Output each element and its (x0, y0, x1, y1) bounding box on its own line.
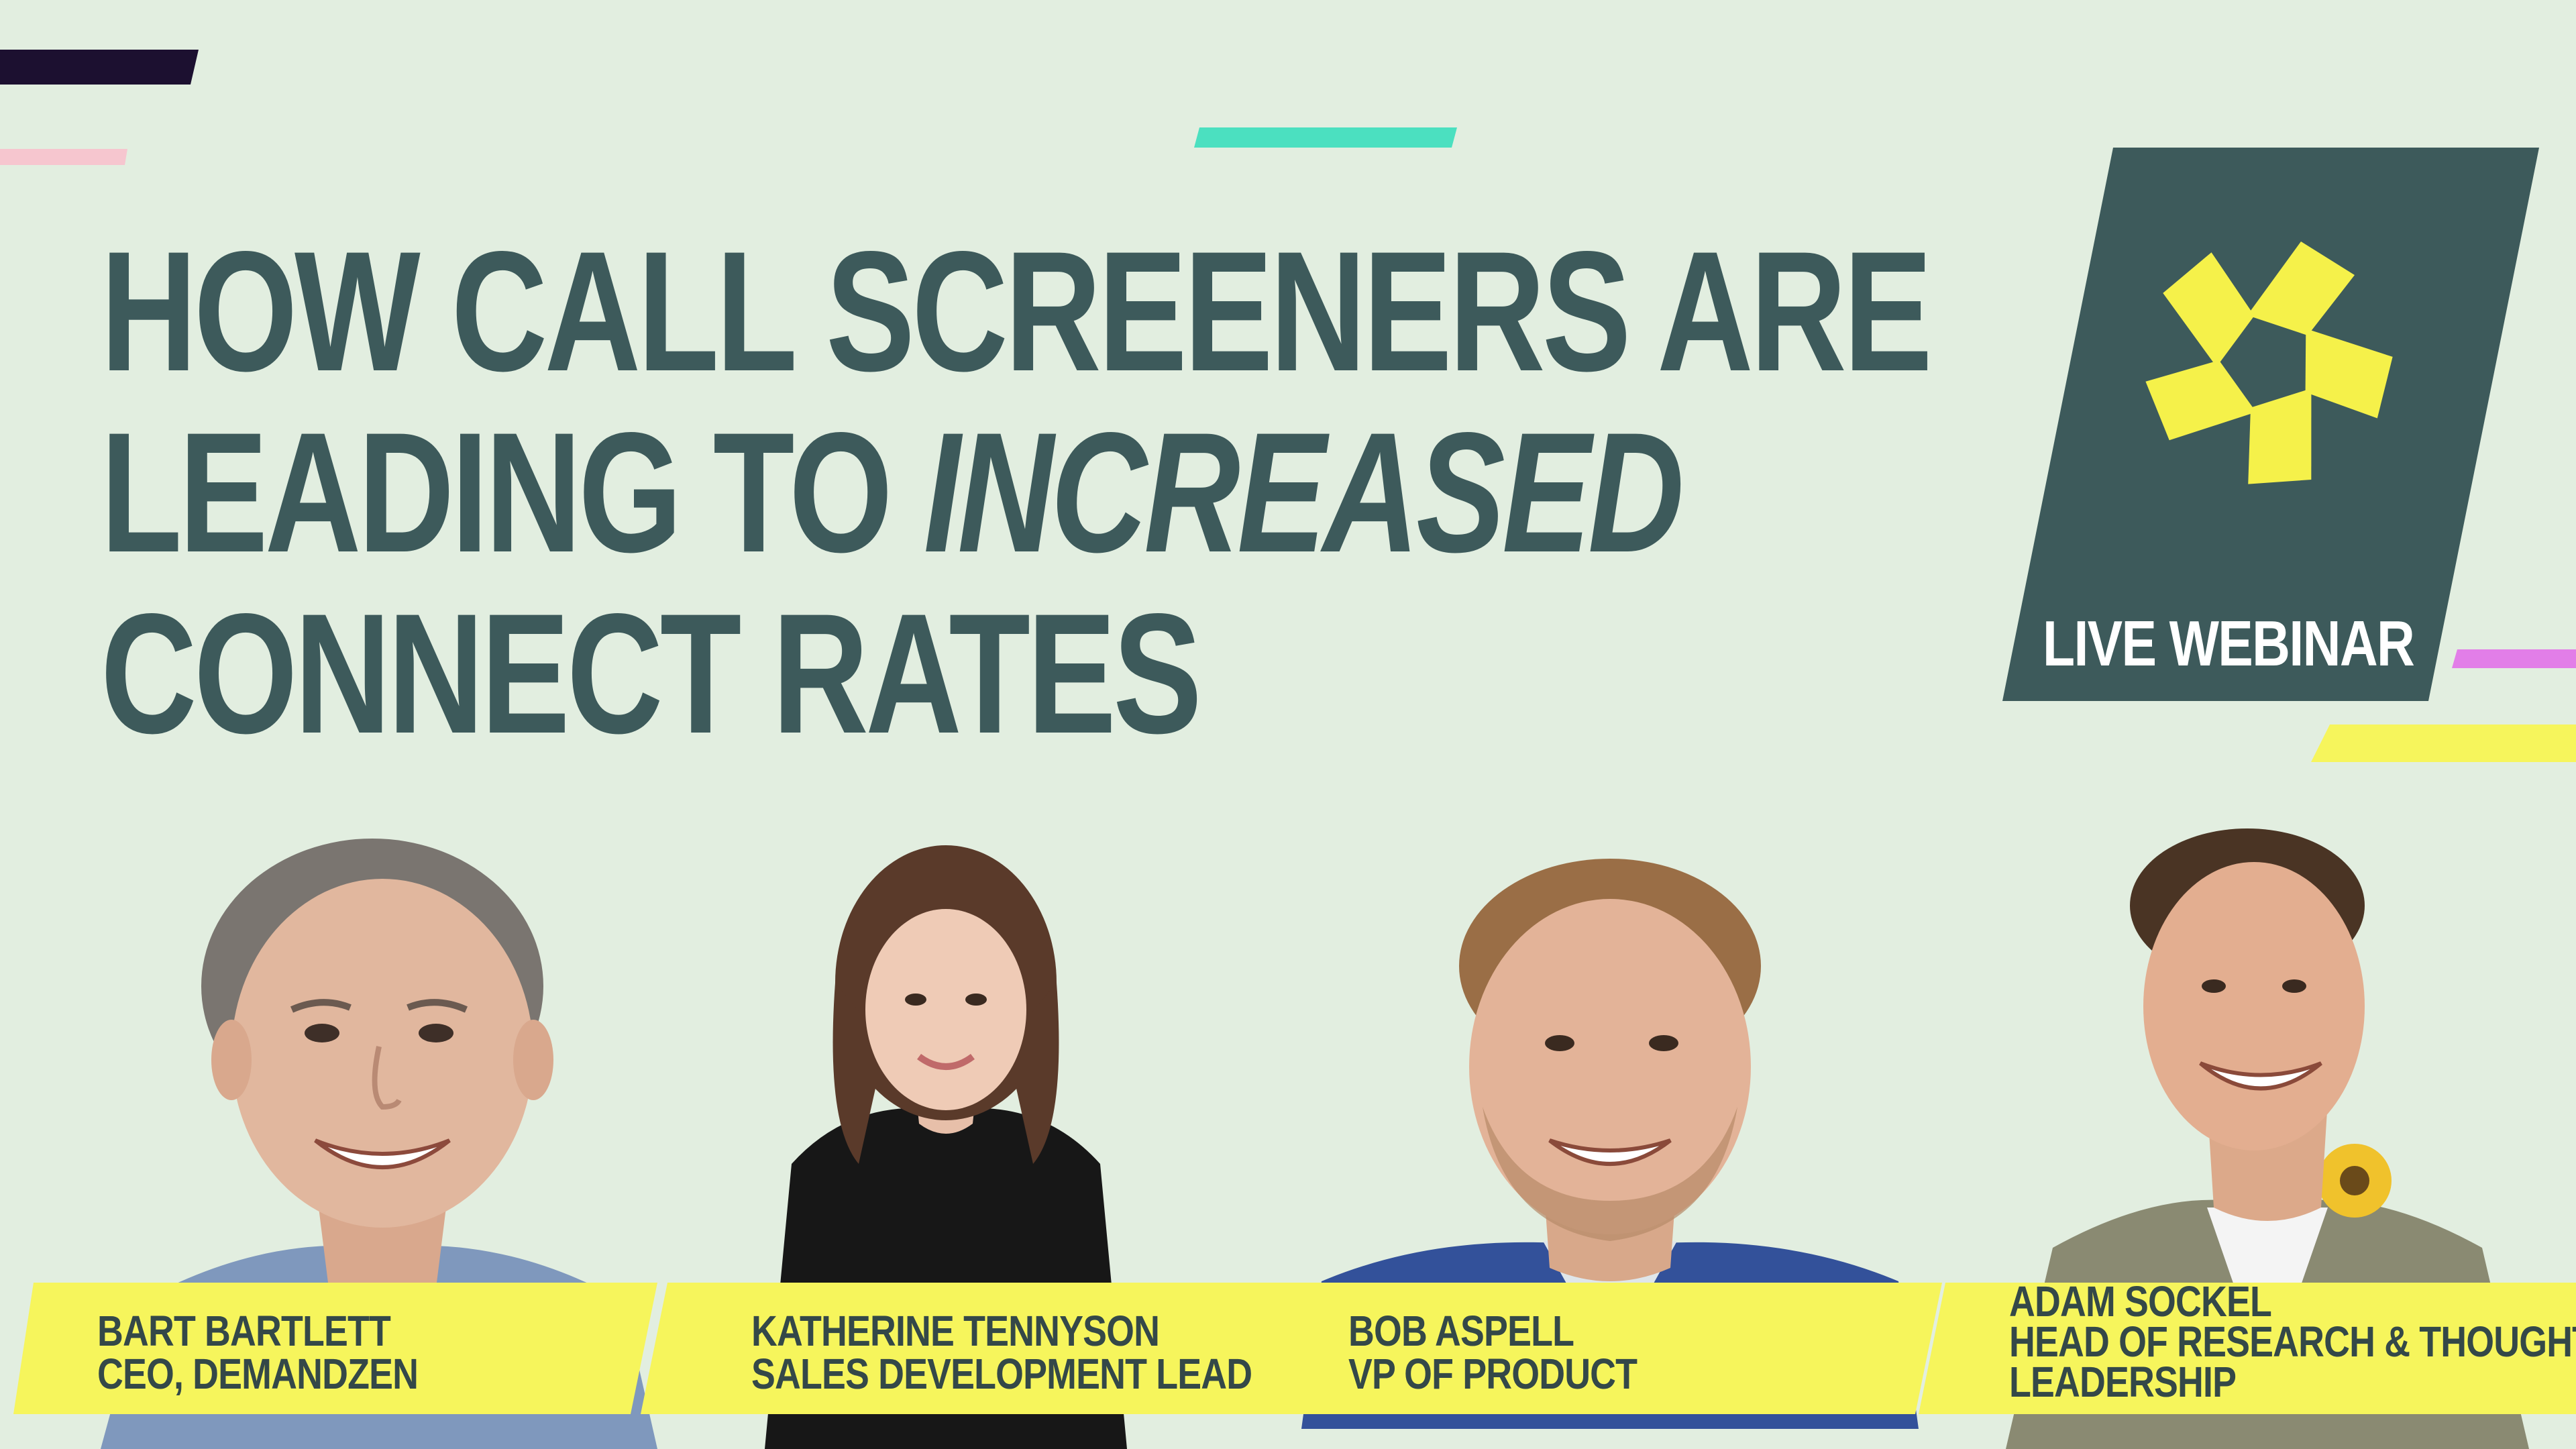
title-line-1: HOW CALL SCREENERS ARE (101, 216, 1933, 407)
speaker-nameplate-2: KATHERINE TENNYSON SALES DEVELOPMENT LEA… (641, 1283, 1311, 1414)
title-line-2-plain: LEADING TO (101, 397, 924, 588)
stripe-pink-top-left (0, 149, 127, 165)
stripe-yellow-right (2311, 724, 2576, 762)
badge-label: LIVE WEBINAR (2043, 608, 2415, 680)
speaker-role-4-line-2: LEADERSHIP (2009, 1358, 2237, 1406)
title-emphasis: INCREASED (923, 397, 1684, 588)
speaker-role-2: SALES DEVELOPMENT LEAD (751, 1350, 1252, 1398)
aperture-logo-icon (2145, 241, 2393, 484)
speaker-name-2: KATHERINE TENNYSON (751, 1307, 1160, 1355)
sunflower-boutonniere (2318, 1144, 2392, 1218)
live-webinar-badge (2002, 148, 2539, 701)
speaker-nameplate-3: BOB ASPELL VP OF PRODUCT (1278, 1283, 1942, 1414)
speaker-role-1: CEO, DEMANDZEN (97, 1350, 419, 1398)
stripe-dark-top-left (0, 50, 199, 85)
speaker-nameplate-4: ADAM SOCKEL HEAD OF RESEARCH & THOUGHT L… (1919, 1277, 2576, 1414)
speaker-name-4: ADAM SOCKEL (2009, 1277, 2272, 1326)
title-line-3: CONNECT RATES (101, 578, 1202, 769)
speaker-name-1: BART BARTLETT (97, 1307, 391, 1355)
speaker-nameplate-1: BART BARTLETT CEO, DEMANDZEN (13, 1283, 657, 1414)
stripe-teal-top (1194, 127, 1457, 148)
speaker-role-4-line-1: HEAD OF RESEARCH & THOUGHT (2009, 1318, 2576, 1366)
webinar-title: HOW CALL SCREENERS ARE LEADING TO INCREA… (101, 216, 1933, 769)
speaker-role-3: VP OF PRODUCT (1348, 1350, 1638, 1398)
speaker-name-3: BOB ASPELL (1348, 1307, 1574, 1355)
title-line-2: LEADING TO INCREASED (101, 402, 1684, 584)
stripe-magenta-right (2452, 649, 2576, 668)
